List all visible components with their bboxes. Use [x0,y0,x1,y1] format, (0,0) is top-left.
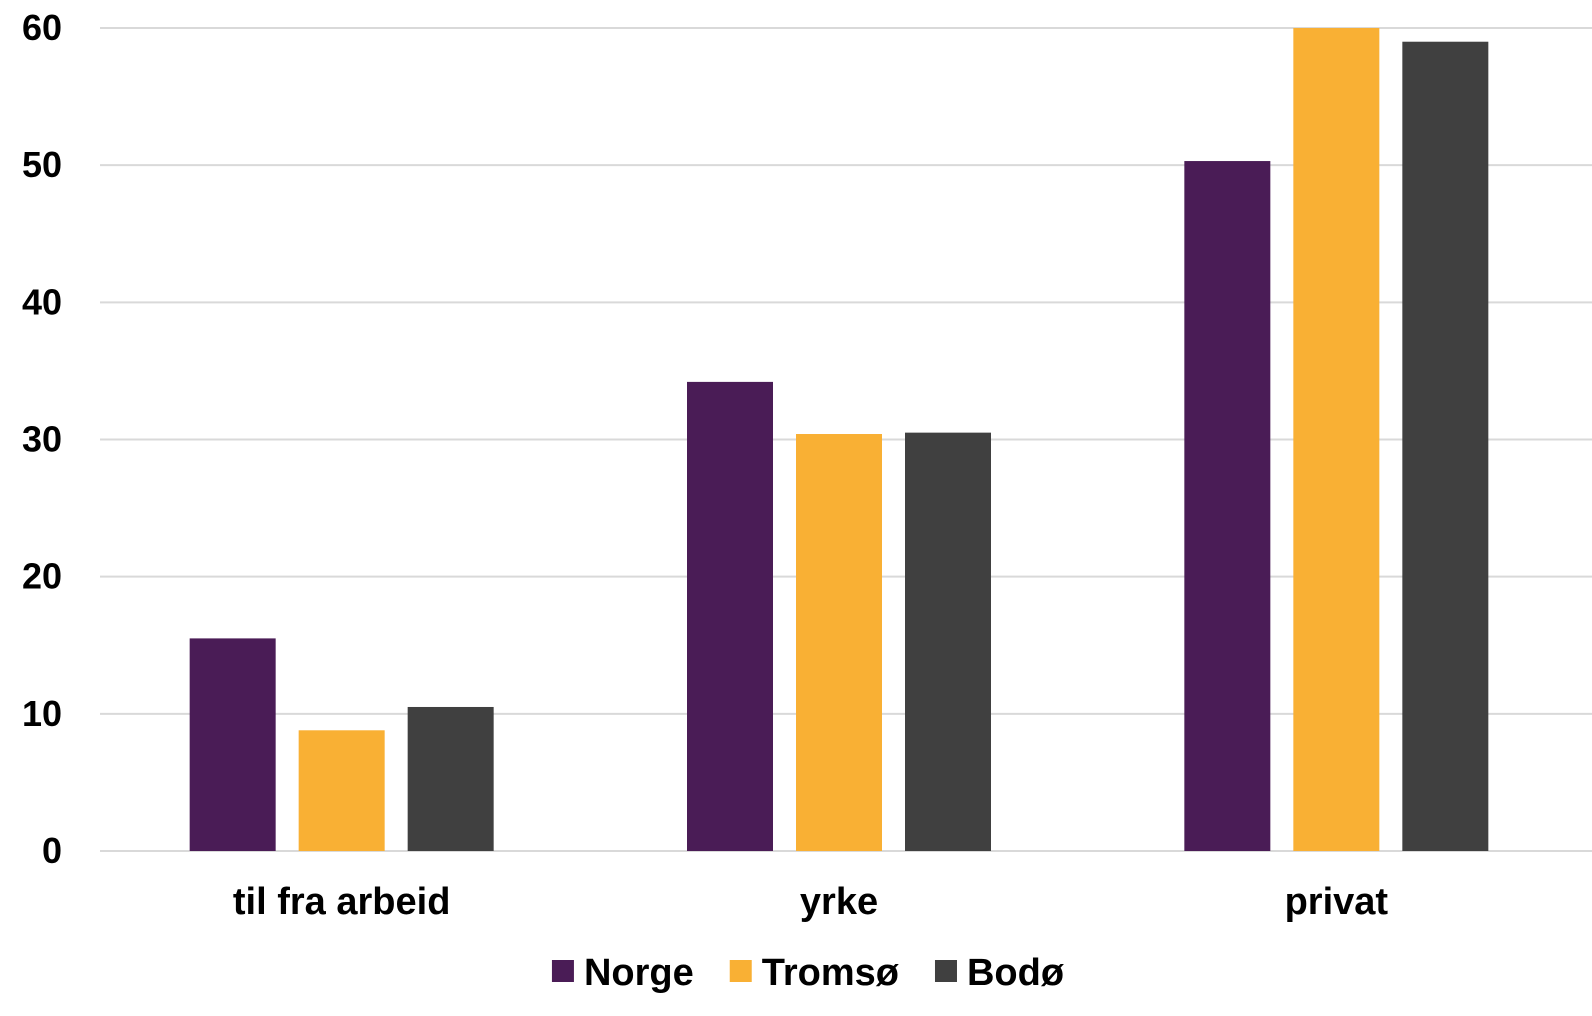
bar-norge-privat [1184,161,1271,852]
x-category-label: privat [1285,881,1389,923]
bar-norge-til-fra-arbeid [189,638,276,851]
bar-troms-privat [1293,28,1380,851]
legend-item-bod: Bodø [934,952,1065,994]
legend-swatch [934,960,957,982]
y-axis-tick-labels: 0 10 20 30 40 50 60 [22,7,62,871]
bar-troms-til-fra-arbeid [298,730,385,851]
bar-norge-yrke [687,381,773,851]
y-tick-label: 20 [22,556,62,597]
y-tick-label: 10 [22,693,62,734]
legend-swatch [729,960,752,982]
legend-swatch [551,960,574,982]
bar-troms-yrke [796,434,882,851]
y-tick-label: 40 [22,281,62,322]
legend: Norge Tromsø Bodø [551,952,1065,994]
legend-label: Norge [584,952,694,994]
legend-label: Tromsø [762,952,900,994]
bar-bod-privat [1402,41,1489,851]
x-category-label: yrke [800,881,878,923]
bar-bod-yrke [905,432,991,851]
bar-bod-til-fra-arbeid [407,706,494,851]
y-tick-label: 50 [22,144,62,185]
legend-item-troms: Tromsø [729,952,900,994]
y-tick-label: 30 [22,419,62,460]
x-category-label: til fra arbeid [233,881,451,923]
legend-item-norge: Norge [551,952,694,994]
y-tick-label: 60 [22,7,62,48]
bars [189,28,1489,852]
x-axis-category-labels: til fra arbeid yrke privat [233,881,1388,923]
y-tick-label: 0 [42,830,62,871]
legend-label: Bodø [967,952,1065,994]
